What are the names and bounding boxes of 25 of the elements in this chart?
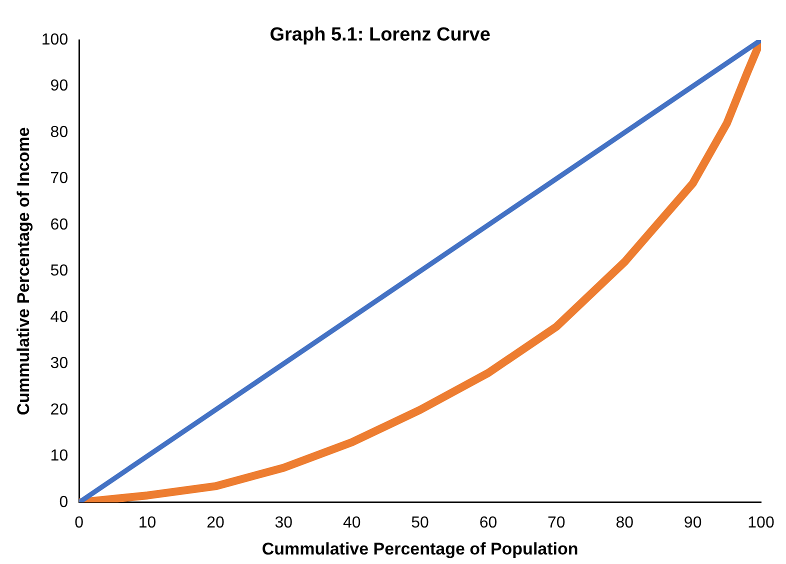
y-tick-label: 30 xyxy=(50,355,68,372)
y-tick-label: 70 xyxy=(50,170,68,188)
y-tick-label: 50 xyxy=(50,262,68,280)
x-tick-label: 60 xyxy=(479,514,498,532)
y-tick-label: 20 xyxy=(50,401,68,418)
x-tick-label: 50 xyxy=(411,514,430,532)
y-tick-label: 80 xyxy=(50,124,68,141)
x-tick-label: 0 xyxy=(74,514,84,532)
y-tick-label: 10 xyxy=(50,448,68,465)
x-tick-label: 80 xyxy=(616,514,634,532)
x-tick-label: 90 xyxy=(684,514,702,532)
x-tick-label: 70 xyxy=(548,514,566,532)
y-tick-label: 100 xyxy=(41,31,68,48)
y-tick-label: 0 xyxy=(59,494,68,511)
x-axis-title: Cummulative Percentage of Population xyxy=(262,539,578,558)
y-tick-label: 60 xyxy=(50,216,68,234)
x-tick-label: 40 xyxy=(342,514,361,532)
y-tick-label: 90 xyxy=(50,78,68,95)
chart-title: Graph 5.1: Lorenz Curve xyxy=(270,24,490,46)
x-tick-label: 20 xyxy=(206,514,224,532)
x-tick-label: 10 xyxy=(138,514,156,532)
y-tick-label: 40 xyxy=(50,308,68,326)
x-tick-label: 100 xyxy=(748,514,774,532)
y-axis-title: Cummulative Percentage of Income xyxy=(14,127,33,416)
x-tick-label: 30 xyxy=(274,514,293,532)
